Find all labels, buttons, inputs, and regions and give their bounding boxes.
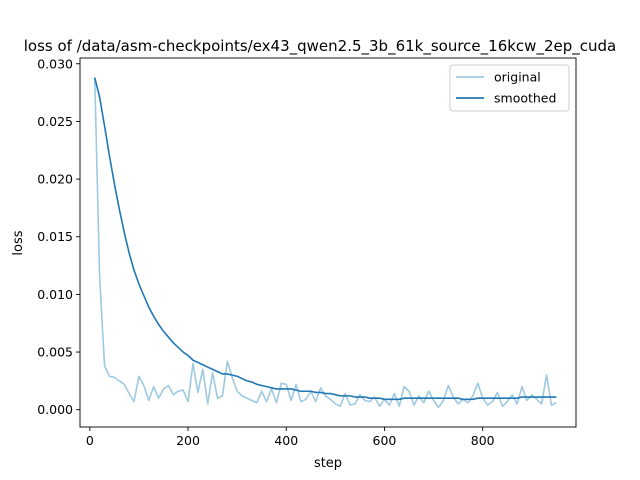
y-tick-label: 0.020 bbox=[37, 172, 73, 187]
y-tick-label: 0.005 bbox=[37, 345, 73, 360]
x-axis-label: step bbox=[314, 456, 342, 471]
series-line-original bbox=[93, 77, 557, 409]
x-tick-label: 400 bbox=[274, 433, 298, 448]
y-axis-label: loss bbox=[11, 230, 26, 255]
x-axis: 0 200 400 600 800 bbox=[86, 427, 495, 448]
plot-area bbox=[79, 57, 577, 428]
legend: original smoothed bbox=[449, 64, 570, 112]
series-line-smoothed bbox=[93, 77, 557, 401]
axes-frame bbox=[79, 57, 577, 428]
legend-label-original: original bbox=[494, 70, 541, 85]
y-tick-label: 0.025 bbox=[37, 114, 73, 129]
y-tick-label: 0.030 bbox=[37, 56, 73, 71]
legend-label-smoothed: smoothed bbox=[494, 91, 556, 106]
x-tick-label: 600 bbox=[373, 433, 397, 448]
x-tick-label: 800 bbox=[471, 433, 495, 448]
x-tick-label: 200 bbox=[176, 433, 200, 448]
x-tick-label: 0 bbox=[86, 433, 94, 448]
y-axis: 0.000 0.005 0.010 0.015 0.020 0.025 0.030 bbox=[37, 56, 80, 417]
y-tick-label: 0.000 bbox=[37, 402, 73, 417]
y-tick-label: 0.015 bbox=[37, 229, 73, 244]
y-tick-label: 0.010 bbox=[37, 287, 73, 302]
chart-title: loss of /data/asm-checkpoints/ex43_qwen2… bbox=[24, 37, 616, 56]
